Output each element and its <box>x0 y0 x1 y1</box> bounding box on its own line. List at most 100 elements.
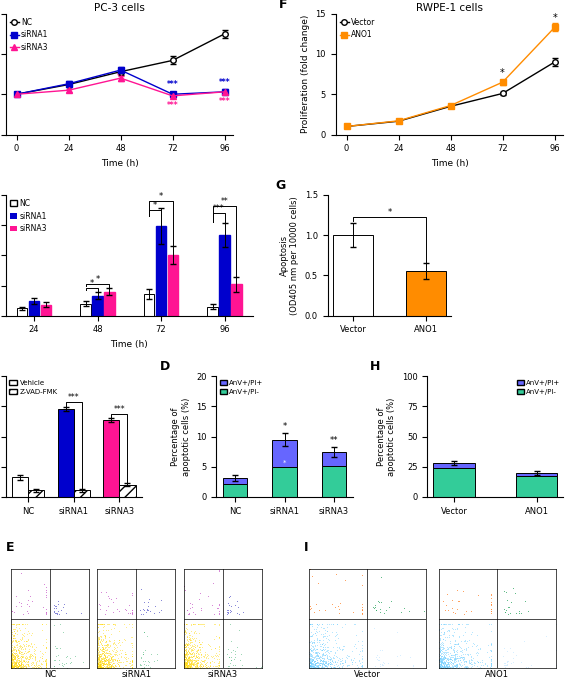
Point <box>16 640 25 651</box>
Point <box>93 656 102 667</box>
Point <box>207 644 216 655</box>
Point <box>104 659 113 670</box>
Point <box>29 643 38 654</box>
Point <box>306 659 315 670</box>
Point <box>342 652 351 663</box>
Point <box>445 661 454 672</box>
Point <box>437 650 446 661</box>
Point <box>14 660 23 671</box>
Point <box>369 601 378 612</box>
Point <box>7 656 17 667</box>
Point <box>452 639 461 650</box>
Point <box>26 649 35 660</box>
Point <box>13 659 22 670</box>
Point <box>438 656 447 667</box>
Point <box>192 640 201 651</box>
Point <box>181 660 190 671</box>
Point <box>17 601 26 612</box>
Point <box>140 627 149 638</box>
Point <box>7 659 16 670</box>
Point <box>438 661 447 672</box>
Point <box>337 655 346 666</box>
Point <box>103 662 112 673</box>
Point <box>181 645 190 656</box>
Point <box>319 642 328 653</box>
Point <box>38 653 47 664</box>
Point <box>323 662 332 673</box>
Point <box>184 660 193 671</box>
Point <box>30 660 39 671</box>
Point <box>102 661 112 672</box>
Point <box>93 649 102 660</box>
Point <box>108 660 117 671</box>
Point <box>9 651 18 662</box>
Point <box>102 659 112 670</box>
Point <box>436 648 446 659</box>
Point <box>211 660 220 671</box>
Point <box>191 640 200 651</box>
Point <box>65 658 74 669</box>
Point <box>22 660 31 671</box>
Point <box>97 648 106 659</box>
Point <box>487 646 496 657</box>
Point <box>312 622 321 633</box>
Point <box>435 619 444 630</box>
Point <box>7 653 16 664</box>
Point <box>455 659 464 670</box>
Point <box>321 655 330 666</box>
Point <box>357 645 366 656</box>
Point <box>183 660 192 671</box>
Point <box>12 660 21 671</box>
Point <box>42 608 51 619</box>
Point <box>24 601 34 612</box>
Bar <box>119 485 135 497</box>
Point <box>191 656 200 667</box>
Point <box>308 638 317 649</box>
Point <box>192 650 201 661</box>
Point <box>328 651 337 662</box>
Point <box>200 621 209 632</box>
Point <box>215 565 224 576</box>
Point <box>206 656 215 667</box>
Point <box>435 633 444 644</box>
Point <box>182 643 191 654</box>
Point <box>10 651 19 662</box>
Point <box>7 606 16 616</box>
Point <box>9 652 18 663</box>
Point <box>110 649 119 660</box>
Point <box>446 619 455 630</box>
Point <box>24 655 33 666</box>
Point <box>487 640 496 651</box>
Point <box>381 662 390 673</box>
Point <box>378 656 387 667</box>
Point <box>93 654 102 665</box>
Point <box>185 608 194 619</box>
Point <box>459 652 468 663</box>
Point <box>7 661 16 672</box>
Point <box>94 659 103 670</box>
Point <box>95 660 104 671</box>
Point <box>181 619 190 630</box>
Point <box>22 647 31 658</box>
Point <box>473 657 482 668</box>
Point <box>450 656 459 667</box>
Point <box>195 587 204 598</box>
Point <box>208 660 217 671</box>
Point <box>508 656 517 667</box>
Point <box>39 656 48 667</box>
Point <box>142 607 151 618</box>
Text: I: I <box>304 541 308 554</box>
Point <box>450 639 459 650</box>
Point <box>324 658 333 669</box>
Point <box>191 656 200 667</box>
Point <box>143 600 152 611</box>
Point <box>438 644 447 655</box>
Point <box>100 653 109 664</box>
Point <box>186 658 195 669</box>
Point <box>448 619 457 630</box>
Point <box>447 658 456 669</box>
Point <box>209 651 218 662</box>
Point <box>304 647 314 658</box>
Point <box>323 652 332 663</box>
Point <box>443 625 452 636</box>
